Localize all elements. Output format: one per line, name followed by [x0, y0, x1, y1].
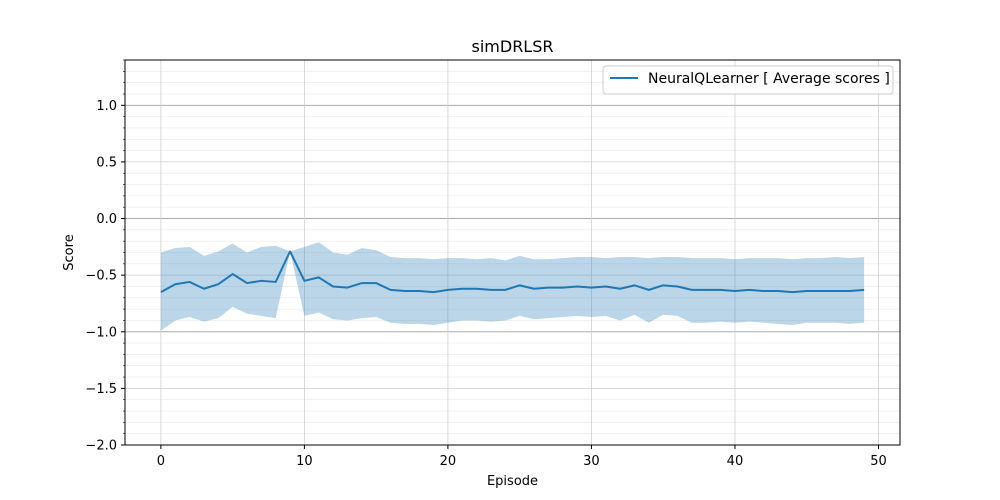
y-tick-label: −0.5 — [85, 269, 117, 284]
y-tick-label: 1.0 — [96, 99, 117, 114]
x-tick-label: 40 — [727, 454, 744, 469]
x-tick-label: 20 — [440, 454, 457, 469]
y-axis-label: Score — [62, 234, 77, 270]
chart-title: simDRLSR — [472, 37, 554, 56]
confidence-band — [160, 242, 865, 331]
legend: NeuralQLearner [ Average scores ] — [602, 65, 894, 95]
y-tick-label: −2.0 — [85, 439, 117, 454]
plot-area — [160, 242, 865, 331]
y-tick-label: 0.0 — [96, 212, 117, 227]
y-axis: −2.0 −1.5 −1.0 −0.5 0.0 0.5 1.0 — [85, 59, 125, 454]
major-grid — [125, 60, 900, 446]
legend-box — [602, 65, 894, 95]
y-tick-label: −1.0 — [85, 325, 117, 340]
y-tick-label: −1.5 — [85, 382, 117, 397]
x-tick-label: 30 — [583, 454, 600, 469]
y-tick-label: 0.5 — [96, 155, 117, 170]
series-line-average-scores — [160, 250, 865, 294]
x-axis: 0 10 20 30 40 50 — [157, 445, 887, 469]
x-tick-label: 10 — [296, 454, 313, 469]
legend-entry-label: NeuralQLearner [ Average scores ] — [648, 71, 890, 87]
x-axis-label: Episode — [487, 474, 538, 489]
x-tick-label: 0 — [157, 454, 165, 469]
x-tick-label: 50 — [870, 454, 887, 469]
